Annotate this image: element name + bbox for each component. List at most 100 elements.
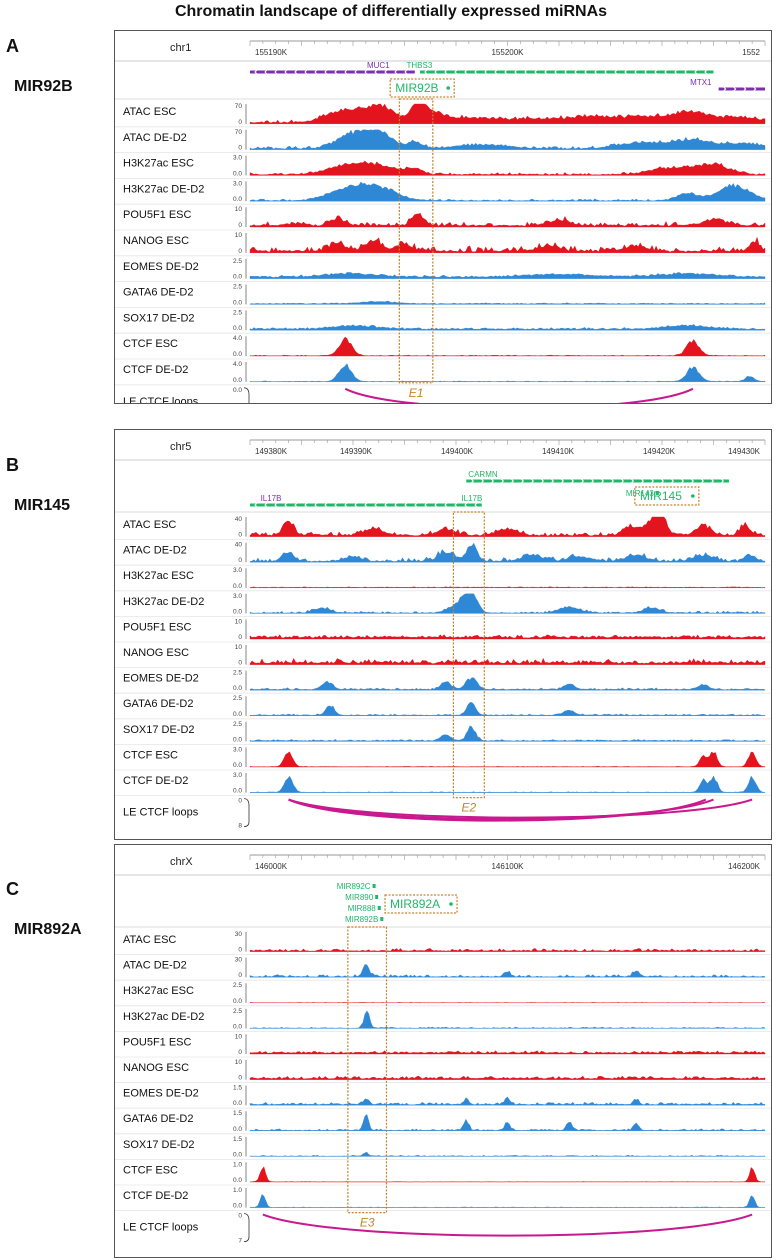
strand-arrow [574, 68, 579, 76]
strand-arrow [284, 501, 289, 509]
track: EOMES DE-D2 2.5 0.0 [123, 670, 766, 692]
ctcf-loop-arc [262, 1213, 753, 1237]
strand-arrow [344, 68, 349, 76]
strand-arrow [274, 501, 279, 509]
gene-label: CARMN [468, 470, 498, 479]
enhancer-label: E1 [409, 386, 424, 400]
strand-arrow [604, 68, 609, 76]
track-min: 0.0 [233, 762, 242, 769]
loop-track-min: 0 [238, 798, 242, 805]
track-min: 0.0 [233, 196, 242, 203]
track-label: CTCF DE-D2 [123, 1190, 188, 1202]
track-max: 3.0 [233, 593, 242, 600]
track-max: 30 [235, 957, 243, 964]
signal-area [249, 363, 766, 382]
track-label: ATAC DE-D2 [123, 960, 187, 972]
gene-label: IL17B [261, 494, 282, 503]
mirna-small-label: MIR888 [348, 904, 377, 913]
track-max: 4.0 [233, 361, 242, 368]
track-label: NANOG ESC [123, 1062, 189, 1074]
strand-arrow [469, 477, 475, 485]
strand-arrow [609, 477, 615, 485]
signal-area [249, 212, 766, 228]
loop-track-min: 0.0 [233, 387, 242, 394]
track-label: CTCF DE-D2 [123, 364, 188, 376]
strand-arrow [394, 68, 399, 76]
mirna-box-label: MIR92B [395, 81, 438, 95]
strand-arrow [644, 68, 649, 76]
track-min: 0.0 [233, 299, 242, 306]
strand-arrow [464, 501, 469, 509]
signal-area [249, 677, 766, 691]
strand-arrow [709, 477, 715, 485]
track: ATAC DE-D2 40 0 [123, 542, 766, 564]
track-min: 0.0 [233, 608, 242, 615]
signal-area [249, 1114, 766, 1131]
strand-arrow [404, 501, 409, 509]
mirna-small-label: MIR892C [337, 882, 371, 891]
signal-area [249, 1151, 766, 1157]
strand-arrow [684, 68, 689, 76]
track: H3K27ac DE-D2 2.5 0.0 [123, 1008, 766, 1030]
track: CTCF DE-D2 3.0 0.0 [123, 772, 766, 795]
track-max: 3.0 [233, 772, 242, 779]
track: CTCF DE-D2 1.0 0.0 [123, 1187, 766, 1210]
strand-arrow [494, 68, 499, 76]
track: H3K27ac ESC 3.0 0.0 [123, 567, 766, 590]
signal-area [249, 1166, 766, 1183]
track-min: 0.0 [233, 736, 242, 743]
strand-arrow [424, 501, 429, 509]
signal-area [249, 300, 766, 305]
track: H3K27ac DE-D2 3.0 0.0 [123, 593, 766, 615]
ruler-tick-label: 149380K [255, 447, 288, 456]
track-label: SOX17 DE-D2 [123, 1139, 195, 1151]
strand-arrow [679, 477, 685, 485]
track-min: 0 [238, 222, 242, 229]
track-max: 40 [235, 542, 243, 549]
track-min: 0.0 [233, 711, 242, 718]
track-label: H3K27ac ESC [123, 570, 194, 582]
track-max: 1.5 [233, 1136, 242, 1143]
strand-arrow [434, 501, 439, 509]
strand-arrow [434, 68, 439, 76]
track-min: 0.0 [233, 1126, 242, 1133]
enhancer-label: E3 [360, 1216, 375, 1230]
strand-arrow [549, 477, 555, 485]
strand-arrow [579, 477, 585, 485]
track-min: 0.0 [233, 1203, 242, 1210]
mirna-mark [655, 491, 659, 495]
track-max: 10 [235, 1059, 243, 1066]
mirna-dot [691, 494, 695, 498]
track-min: 0.0 [233, 274, 242, 281]
track: SOX17 DE-D2 2.5 0.0 [123, 309, 766, 332]
ruler-tick-label: 146000K [255, 862, 288, 871]
ruler-tick-label: 146100K [491, 862, 524, 871]
mirna-dot [449, 902, 453, 906]
strand-arrow [264, 68, 269, 76]
gene-label: MUC1 [367, 61, 390, 70]
track-max: 1.5 [233, 1085, 242, 1092]
signal-area [249, 542, 766, 563]
track-max: 10 [235, 618, 243, 625]
strand-arrow [624, 68, 629, 76]
track-max: 2.5 [233, 670, 242, 677]
strand-arrow [719, 477, 725, 485]
loop-track-max: 8 [238, 823, 242, 830]
strand-arrow [584, 68, 589, 76]
strand-arrow [524, 68, 529, 76]
strand-arrow [534, 68, 539, 76]
panel-mirna-b: MIR145 [14, 497, 71, 514]
panel-b-svg: chr5 149380K 149390K 149400K 149410K 149420K 1… [115, 439, 771, 830]
track-min: 0 [238, 1075, 242, 1082]
strand-arrow [474, 501, 479, 509]
enhancer-label: E2 [462, 801, 477, 815]
mirna-small-label: MIR892B [345, 915, 378, 924]
strand-arrow [504, 68, 509, 76]
strand-arrow [324, 68, 329, 76]
track: NANOG ESC 10 0 [123, 644, 766, 667]
track-min: 0 [238, 248, 242, 255]
track-label: EOMES DE-D2 [123, 673, 199, 685]
strand-arrow [589, 477, 595, 485]
strand-arrow [479, 477, 485, 485]
track-label: ATAC ESC [123, 106, 176, 118]
